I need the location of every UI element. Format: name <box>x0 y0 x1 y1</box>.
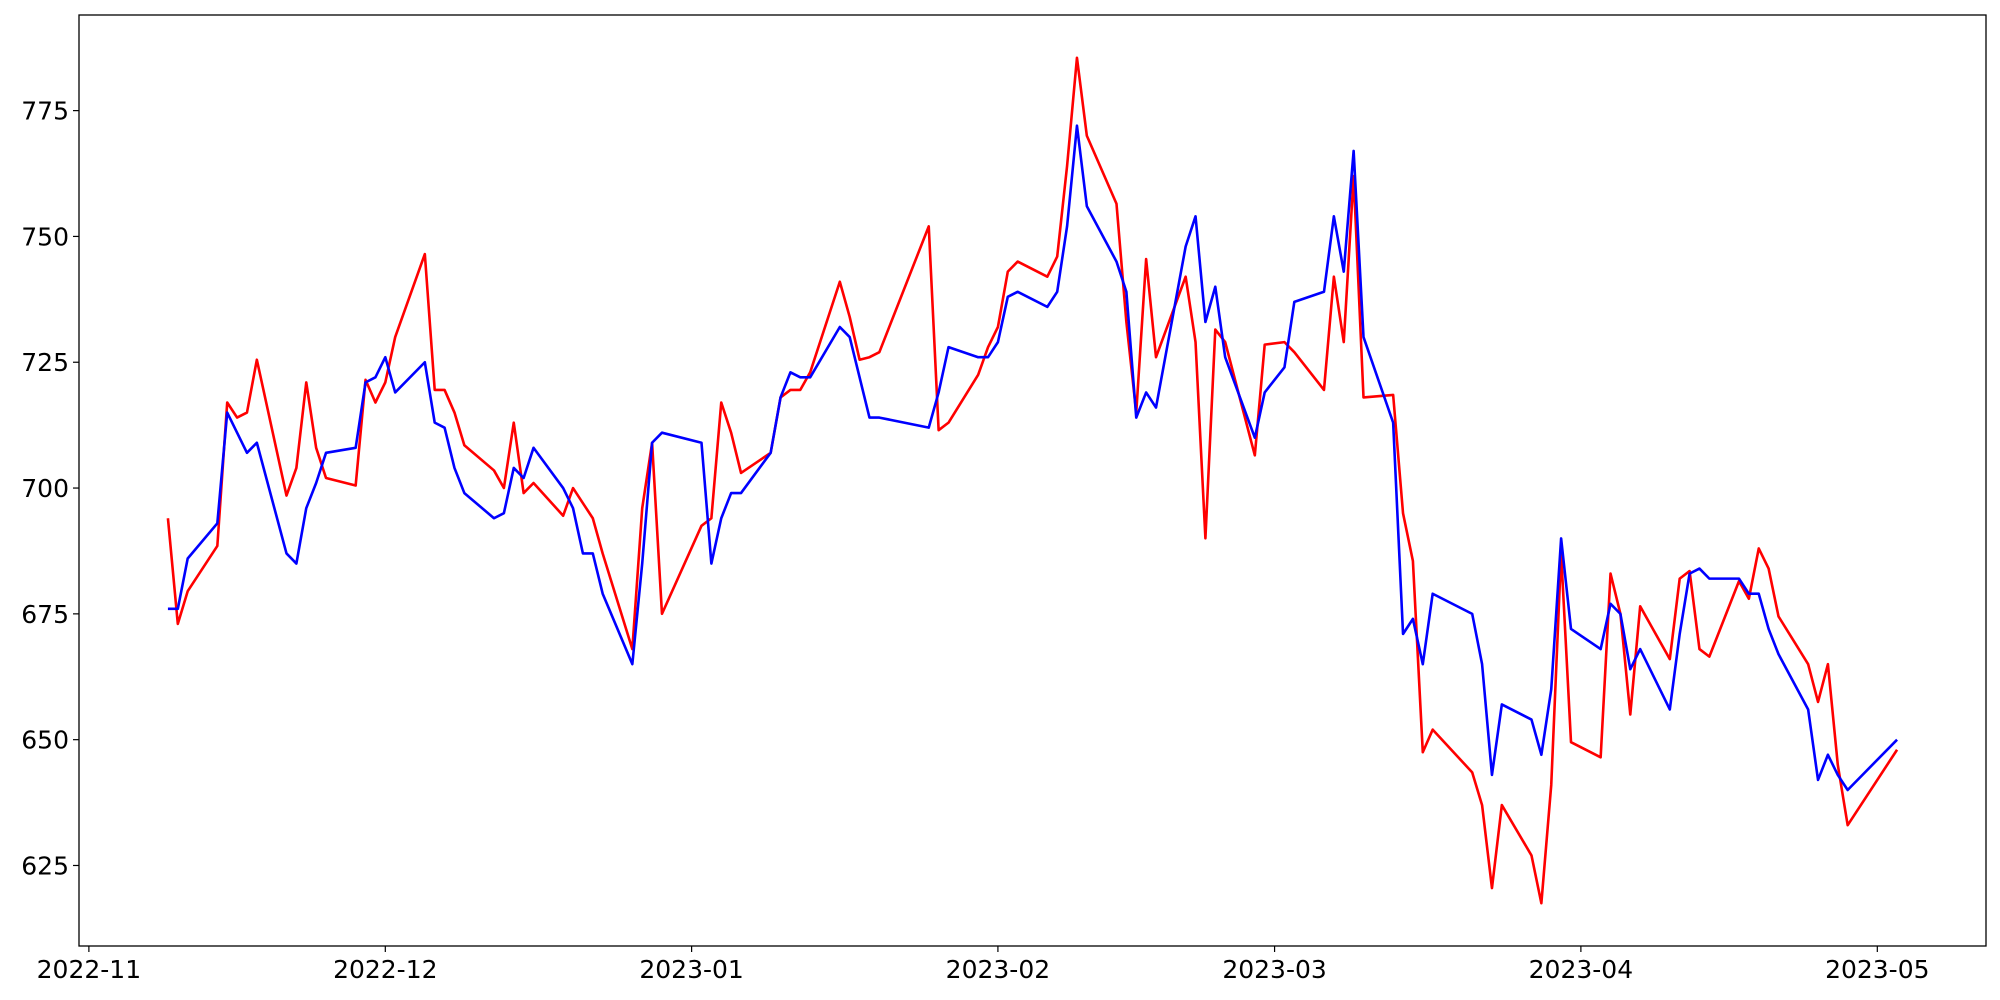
y-tick-label: 625 <box>21 851 69 880</box>
x-tick-label: 2022-11 <box>37 955 141 984</box>
y-tick-label: 775 <box>21 97 69 126</box>
x-tick-label: 2023-05 <box>1825 955 1929 984</box>
y-tick-label: 650 <box>21 726 69 755</box>
series-line <box>167 124 1898 792</box>
x-tick-label: 2023-04 <box>1529 955 1633 984</box>
plot-frame <box>78 14 1987 947</box>
y-tick-label: 750 <box>21 222 69 251</box>
x-tick-label: 2022-12 <box>333 955 437 984</box>
series-line <box>166 56 1899 905</box>
y-tick-label: 700 <box>21 474 69 503</box>
x-tick-label: 2023-01 <box>639 955 743 984</box>
y-tick-label: 675 <box>21 600 69 629</box>
x-tick-label: 2023-02 <box>946 955 1050 984</box>
y-tick-label: 725 <box>21 348 69 377</box>
x-tick-label: 2023-03 <box>1222 955 1326 984</box>
